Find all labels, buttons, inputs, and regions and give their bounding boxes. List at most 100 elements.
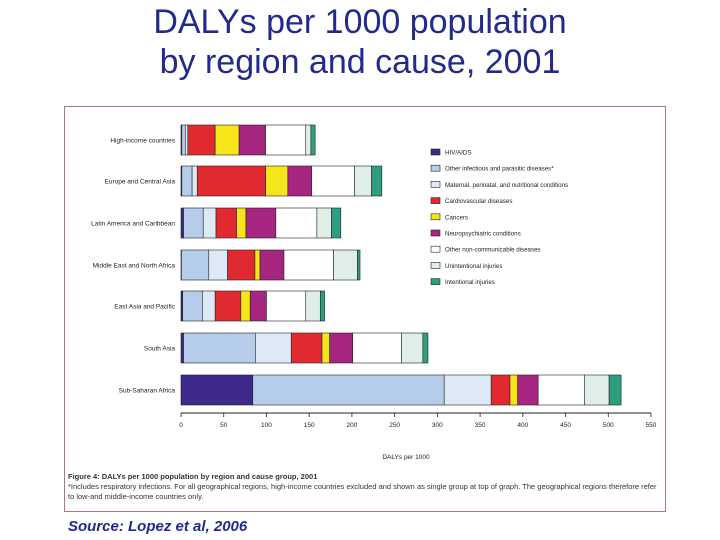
bar-sub-saharan-africa-hiv-aids <box>180 374 254 406</box>
bar-south-asia-other-infectious-and-parasitic-diseases <box>183 332 256 364</box>
legend-label-hiv-aids: HIV/AIDS <box>445 150 471 157</box>
legend-swatch-neuropsychiatric-conditions <box>430 229 441 237</box>
bar-sub-saharan-africa-other-infectious-and-parasitic-diseases <box>252 374 445 406</box>
bar-south-asia-other-non-communicable-diseases <box>352 332 402 364</box>
bar-sub-saharan-africa-neuropsychiatric-conditions <box>517 374 539 406</box>
bar-latin-america-and-caribbean-cardiovascular-diseases <box>215 207 237 239</box>
x-tick-label-500: 500 <box>603 422 614 429</box>
bar-south-asia-hiv-aids <box>180 332 184 364</box>
figure-caption: Figure 4: DALYs per 1000 population by r… <box>68 472 662 502</box>
x-tick-label-550: 550 <box>646 422 657 429</box>
bar-sub-saharan-africa-unintentional-injuries <box>584 374 610 406</box>
bar-latin-america-and-caribbean-other-infectious-and-parasitic-diseases <box>183 207 204 239</box>
x-tick-label-300: 300 <box>432 422 443 429</box>
bar-europe-and-central-asia-other-infectious-and-parasitic-diseases <box>181 165 193 197</box>
legend-swatch-intentional-injuries <box>430 278 441 285</box>
bar-middle-east-and-north-africa-maternal-perinatal-and-nutritional-conditions <box>208 249 228 281</box>
bar-south-asia-intentional-injuries <box>422 332 429 364</box>
category-label-middle-east-and-north-africa: Middle East and North Africa <box>93 263 176 270</box>
bar-south-asia-maternal-perinatal-and-nutritional-conditions <box>255 332 292 364</box>
category-label-sub-saharan-africa: Sub-Saharan Africa <box>119 388 176 395</box>
bar-europe-and-central-asia-maternal-perinatal-and-nutritional-conditions <box>191 165 198 197</box>
bar-latin-america-and-caribbean-intentional-injuries <box>331 207 342 239</box>
bar-east-asia-and-pacific-other-infectious-and-parasitic-diseases <box>182 290 203 322</box>
stacked-bar-chart: High-income countries Europe and Central … <box>91 124 657 461</box>
bar-east-asia-and-pacific-maternal-perinatal-and-nutritional-conditions <box>202 290 216 322</box>
bar-east-asia-and-pacific-cancers <box>240 290 251 322</box>
bar-middle-east-and-north-africa-other-non-communicable-diseases <box>283 249 334 281</box>
bar-sub-saharan-africa-cancers <box>509 374 518 406</box>
title-line-1: DALYs per 1000 population <box>153 3 567 41</box>
x-tick-label-200: 200 <box>346 422 357 429</box>
category-label-latin-america-and-caribbean: Latin America and Caribbean <box>91 221 175 228</box>
category-label-high-income-countries: High-income countries <box>110 138 175 145</box>
figure-label: Figure 4: DALYs per 1000 population by r… <box>68 472 318 481</box>
bar-latin-america-and-caribbean-cancers <box>236 207 247 239</box>
bar-europe-and-central-asia-unintentional-injuries <box>354 165 372 197</box>
bar-europe-and-central-asia-cancers <box>265 165 289 197</box>
legend-label-unintentional-injuries: Unintentional injuries <box>445 263 502 270</box>
legend-label-cardiovascular-diseases: Cardiovascular diseases <box>445 198 512 205</box>
bar-latin-america-and-caribbean-neuropsychiatric-conditions <box>245 207 277 239</box>
bar-east-asia-and-pacific-other-non-communicable-diseases <box>266 290 307 322</box>
bar-high-income-countries-unintentional-injuries <box>305 124 312 156</box>
legend-swatch-cancers <box>430 213 441 221</box>
bar-latin-america-and-caribbean-unintentional-injuries <box>316 207 332 239</box>
bar-high-income-countries-maternal-perinatal-and-nutritional-conditions <box>184 124 189 156</box>
category-label-europe-and-central-asia: Europe and Central Asia <box>105 179 176 186</box>
legend-swatch-unintentional-injuries <box>430 262 441 269</box>
bar-latin-america-and-caribbean-hiv-aids <box>180 207 184 239</box>
x-tick-label-250: 250 <box>389 422 400 429</box>
category-label-east-asia-and-pacific: East Asia and Pacific <box>114 304 175 311</box>
bar-high-income-countries-neuropsychiatric-conditions <box>238 124 266 156</box>
legend-swatch-maternal-perinatal-and-nutritional-conditions <box>430 181 441 188</box>
category-label-south-asia: South Asia <box>144 346 175 353</box>
title-line-2: by region and cause, 2001 <box>159 43 561 81</box>
legend-label-maternal-perinatal-and-nutritional-conditions: Maternal, perinatal, and nutritional con… <box>445 182 568 189</box>
bar-east-asia-and-pacific-cardiovascular-diseases <box>214 290 242 322</box>
source-citation: Source: Lopez et al, 2006 <box>68 518 248 535</box>
bar-high-income-countries-other-infectious-and-parasitic-diseases <box>181 124 186 156</box>
bar-latin-america-and-caribbean-maternal-perinatal-and-nutritional-conditions <box>202 207 217 239</box>
bar-middle-east-and-north-africa-intentional-injuries <box>357 249 361 281</box>
bar-high-income-countries-cardiovascular-diseases <box>187 124 216 156</box>
bar-south-asia-cardiovascular-diseases <box>290 332 323 364</box>
bar-middle-east-and-north-africa-cardiovascular-diseases <box>227 249 256 281</box>
legend-label-other-infectious-and-parasitic-diseases: Other infectious and parasitic diseases* <box>445 166 554 173</box>
bar-middle-east-and-north-africa-cancers <box>254 249 261 281</box>
legend-swatch-cardiovascular-diseases <box>430 197 441 204</box>
bar-europe-and-central-asia-other-non-communicable-diseases <box>311 165 355 197</box>
bar-middle-east-and-north-africa-unintentional-injuries <box>333 249 358 281</box>
legend-swatch-other-infectious-and-parasitic-diseases <box>430 164 441 172</box>
bar-sub-saharan-africa-cardiovascular-diseases <box>490 374 511 406</box>
x-tick-label-350: 350 <box>475 422 486 429</box>
slide-title: DALYs per 1000 population by region and … <box>0 2 720 82</box>
legend-label-other-non-communicable-diseases: Other non-communicable diseases <box>445 247 541 254</box>
figure-frame: High-income countries Europe and Central … <box>64 106 666 512</box>
bar-high-income-countries-intentional-injuries <box>310 124 316 156</box>
legend-label-intentional-injuries: Intentional injuries <box>445 279 495 286</box>
x-tick-label-100: 100 <box>261 422 272 429</box>
bar-high-income-countries-cancers <box>214 124 240 156</box>
legend-swatch-other-non-communicable-diseases <box>430 245 441 253</box>
bar-south-asia-unintentional-injuries <box>401 332 424 364</box>
x-tick-label-400: 400 <box>517 422 528 429</box>
x-tick-label-50: 50 <box>220 422 228 429</box>
x-tick-label-150: 150 <box>304 422 315 429</box>
bar-middle-east-and-north-africa-other-infectious-and-parasitic-diseases <box>181 249 210 281</box>
legend-swatch-hiv-aids <box>430 148 441 156</box>
legend-label-cancers: Cancers <box>445 214 468 221</box>
bar-south-asia-cancers <box>321 332 330 364</box>
x-tick-label-0: 0 <box>179 422 183 429</box>
bar-high-income-countries-other-non-communicable-diseases <box>265 124 307 156</box>
bar-sub-saharan-africa-maternal-perinatal-and-nutritional-conditions <box>443 374 492 406</box>
bar-east-asia-and-pacific-unintentional-injuries <box>305 290 321 322</box>
x-axis-label: DALYs per 1000 <box>382 454 430 461</box>
bar-east-asia-and-pacific-neuropsychiatric-conditions <box>249 290 267 322</box>
bar-sub-saharan-africa-intentional-injuries <box>608 374 622 406</box>
bar-south-asia-neuropsychiatric-conditions <box>329 332 354 364</box>
bar-middle-east-and-north-africa-neuropsychiatric-conditions <box>259 249 285 281</box>
bar-europe-and-central-asia-cardiovascular-diseases <box>196 165 266 197</box>
bar-latin-america-and-caribbean-other-non-communicable-diseases <box>275 207 318 239</box>
bar-east-asia-and-pacific-intentional-injuries <box>319 290 325 322</box>
